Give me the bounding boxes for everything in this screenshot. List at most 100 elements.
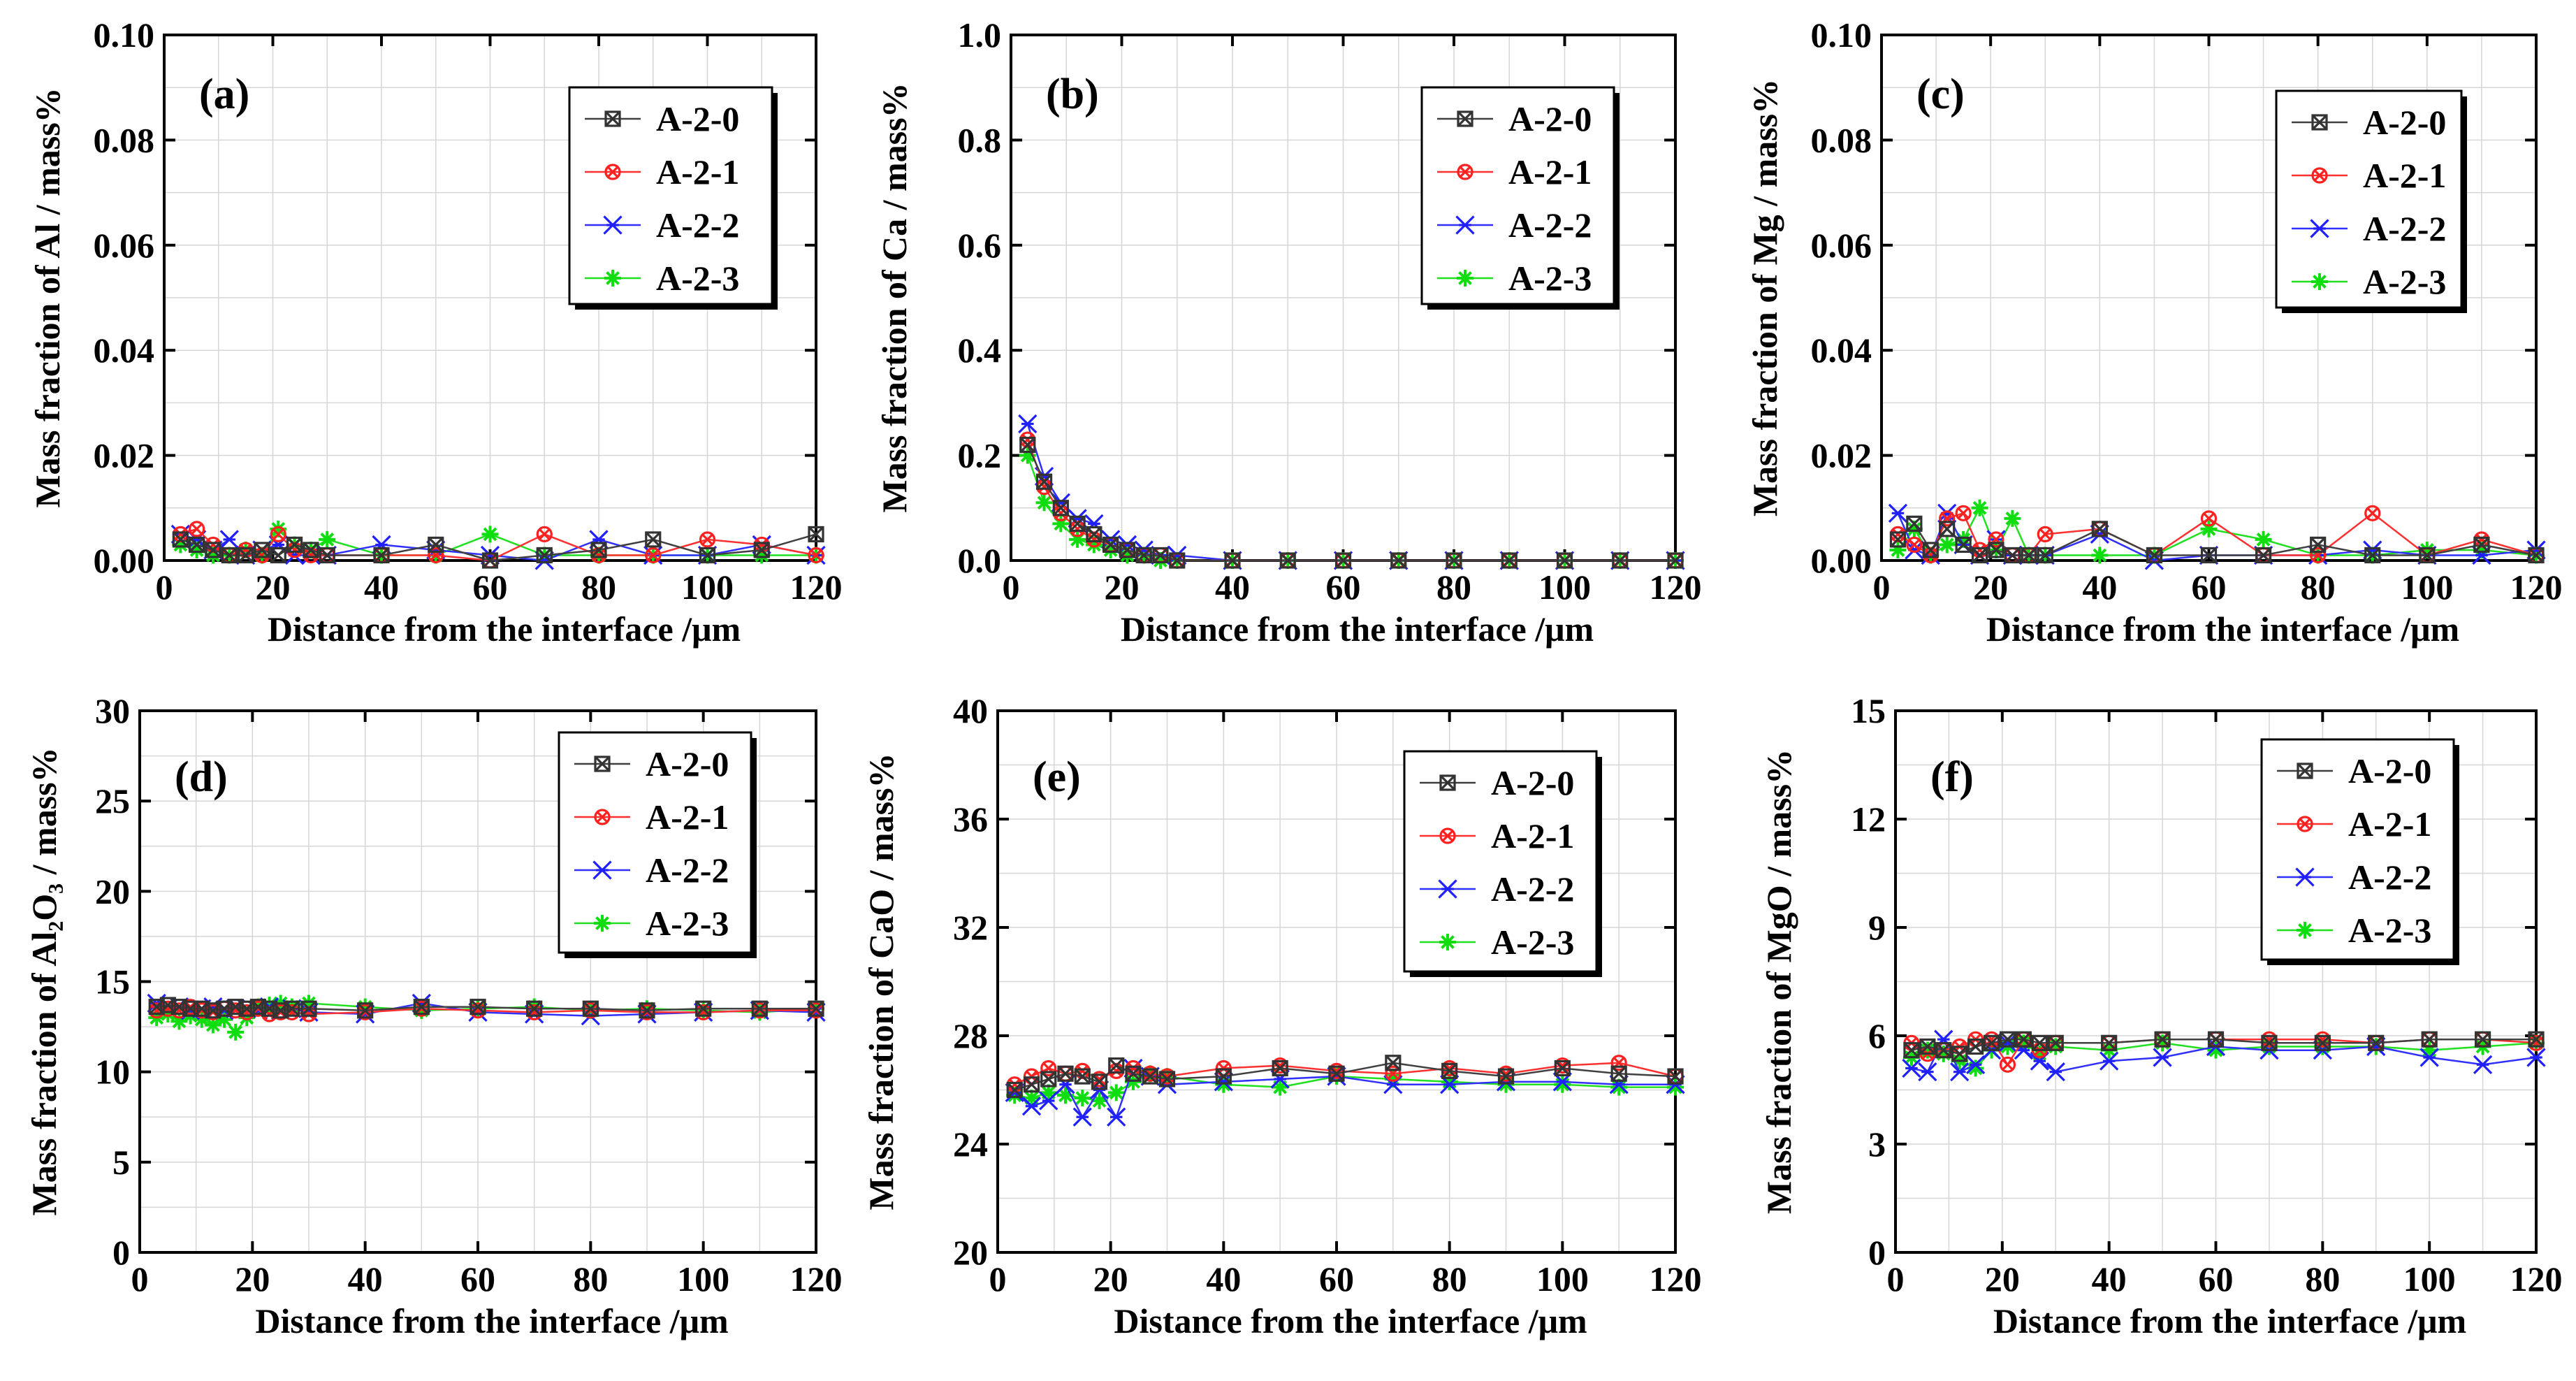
data-point [1102, 541, 1119, 558]
data-point [2261, 1034, 2278, 1051]
y-tick-label: 9 [1868, 908, 1886, 947]
x-axis-label: Distance from the interface /μm [1993, 1301, 2466, 1340]
x-tick-label: 100 [2403, 1259, 2456, 1299]
series-line [1026, 424, 1675, 562]
data-point [1501, 552, 1518, 569]
legend-marker [594, 809, 611, 825]
data-point [319, 530, 336, 548]
legend-marker [1438, 879, 1457, 899]
legend-marker [603, 215, 623, 235]
data-point [227, 1023, 245, 1041]
data-point [1935, 1045, 1952, 1062]
x-tick-label: 40 [364, 567, 399, 607]
x-tick-label: 20 [1093, 1259, 1128, 1299]
data-point [357, 1002, 374, 1019]
data-point [2314, 1034, 2331, 1051]
y-tick-label: 0.00 [94, 541, 155, 580]
x-tick-label: 20 [1105, 567, 1140, 607]
data-point [189, 521, 205, 537]
data-point [188, 541, 205, 558]
data-point [2004, 509, 2021, 527]
x-tick-label: 100 [1538, 567, 1591, 607]
data-point [1019, 447, 1036, 464]
data-point [1272, 1078, 1289, 1096]
data-point [2473, 541, 2490, 558]
data-point [2031, 1034, 2048, 1051]
data-point [238, 547, 254, 564]
series-A-2-0 [1006, 1055, 1684, 1099]
legend-marker [604, 270, 621, 287]
data-point [1018, 414, 1038, 434]
legend-entry: A-2-0 [656, 99, 739, 138]
x-tick-label: 120 [2510, 1259, 2563, 1299]
legend-marker [2297, 816, 2313, 832]
x-tick-label: 60 [460, 1259, 495, 1299]
data-point [1107, 1107, 1126, 1127]
data-point [270, 520, 287, 537]
y-tick-label: 5 [112, 1143, 130, 1182]
data-point [204, 547, 221, 564]
data-point [1888, 503, 1908, 523]
data-point [2421, 1041, 2438, 1059]
data-point [1085, 536, 1103, 554]
data-point [170, 1013, 188, 1030]
data-point [1108, 1057, 1125, 1074]
y-tick-label: 0.10 [94, 15, 155, 55]
y-tick-label: 0.0 [958, 541, 1002, 580]
data-point [1119, 542, 1136, 558]
legend: A-2-0 A-2-1 A-2-2 A-2-3 [2260, 738, 2459, 965]
series-A-2-0 [1019, 436, 1684, 569]
legend-marker [1455, 215, 1475, 235]
x-tick-label: 80 [581, 567, 616, 607]
legend: A-2-0 A-2-1 A-2-2 A-2-3 [558, 731, 757, 958]
data-point [221, 547, 238, 564]
data-point [2200, 547, 2218, 564]
data-point [1074, 1090, 1091, 1107]
legend-marker [2297, 762, 2313, 779]
x-tick-label: 120 [1650, 1259, 1702, 1299]
data-point [481, 526, 499, 543]
legend-entry: A-2-2 [1491, 869, 1574, 909]
data-point [1224, 552, 1241, 569]
data-point [1074, 1068, 1091, 1085]
y-axis-label: Mass fraction of Al / mass% [28, 87, 67, 507]
y-axis-label: Mass fraction of MgO / mass% [1759, 749, 1798, 1214]
data-point [481, 552, 499, 569]
legend-marker [604, 164, 621, 180]
data-point [1384, 1071, 1402, 1087]
data-point [2473, 536, 2490, 554]
legend-marker [2297, 922, 2313, 939]
data-point [645, 547, 662, 564]
data-point [2146, 547, 2163, 564]
data-point [1125, 1073, 1142, 1090]
data-point [2004, 547, 2021, 564]
data-point [808, 526, 824, 543]
data-point [1988, 542, 2004, 558]
x-tick-label: 60 [1319, 1259, 1354, 1299]
data-point [270, 547, 286, 564]
data-point [189, 536, 205, 554]
data-point [1554, 1060, 1571, 1077]
y-tick-label: 0.06 [94, 226, 155, 265]
x-axis-label: Distance from the interface /μm [255, 1301, 728, 1340]
data-point [1939, 521, 1956, 537]
data-point [1390, 552, 1407, 569]
data-point [1040, 1071, 1057, 1087]
legend: A-2-0 A-2-1 A-2-2 A-2-3 [568, 86, 778, 310]
legend-entry: A-2-2 [2348, 858, 2431, 897]
data-point [645, 531, 662, 548]
y-tick-label: 25 [95, 781, 130, 820]
x-tick-label: 20 [1985, 1259, 2020, 1299]
data-point [2368, 1034, 2385, 1051]
x-tick-label: 0 [989, 1259, 1007, 1299]
x-axis-label: Distance from the interface /μm [268, 609, 741, 649]
data-point [1039, 1091, 1058, 1111]
y-tick-label: 0.02 [1811, 436, 1872, 475]
data-point [2047, 1034, 2064, 1051]
chart-panel-3: 0 20 40 60 80 100 120 0.00 0.02 0.04 0.06 0.08 0.10 D… [1745, 15, 2563, 649]
legend-entry: A-2-3 [2348, 911, 2431, 950]
data-point [2528, 1031, 2545, 1048]
data-point [356, 998, 374, 1015]
legend-marker [1439, 827, 1456, 844]
y-tick-label: 0.4 [958, 331, 1002, 370]
